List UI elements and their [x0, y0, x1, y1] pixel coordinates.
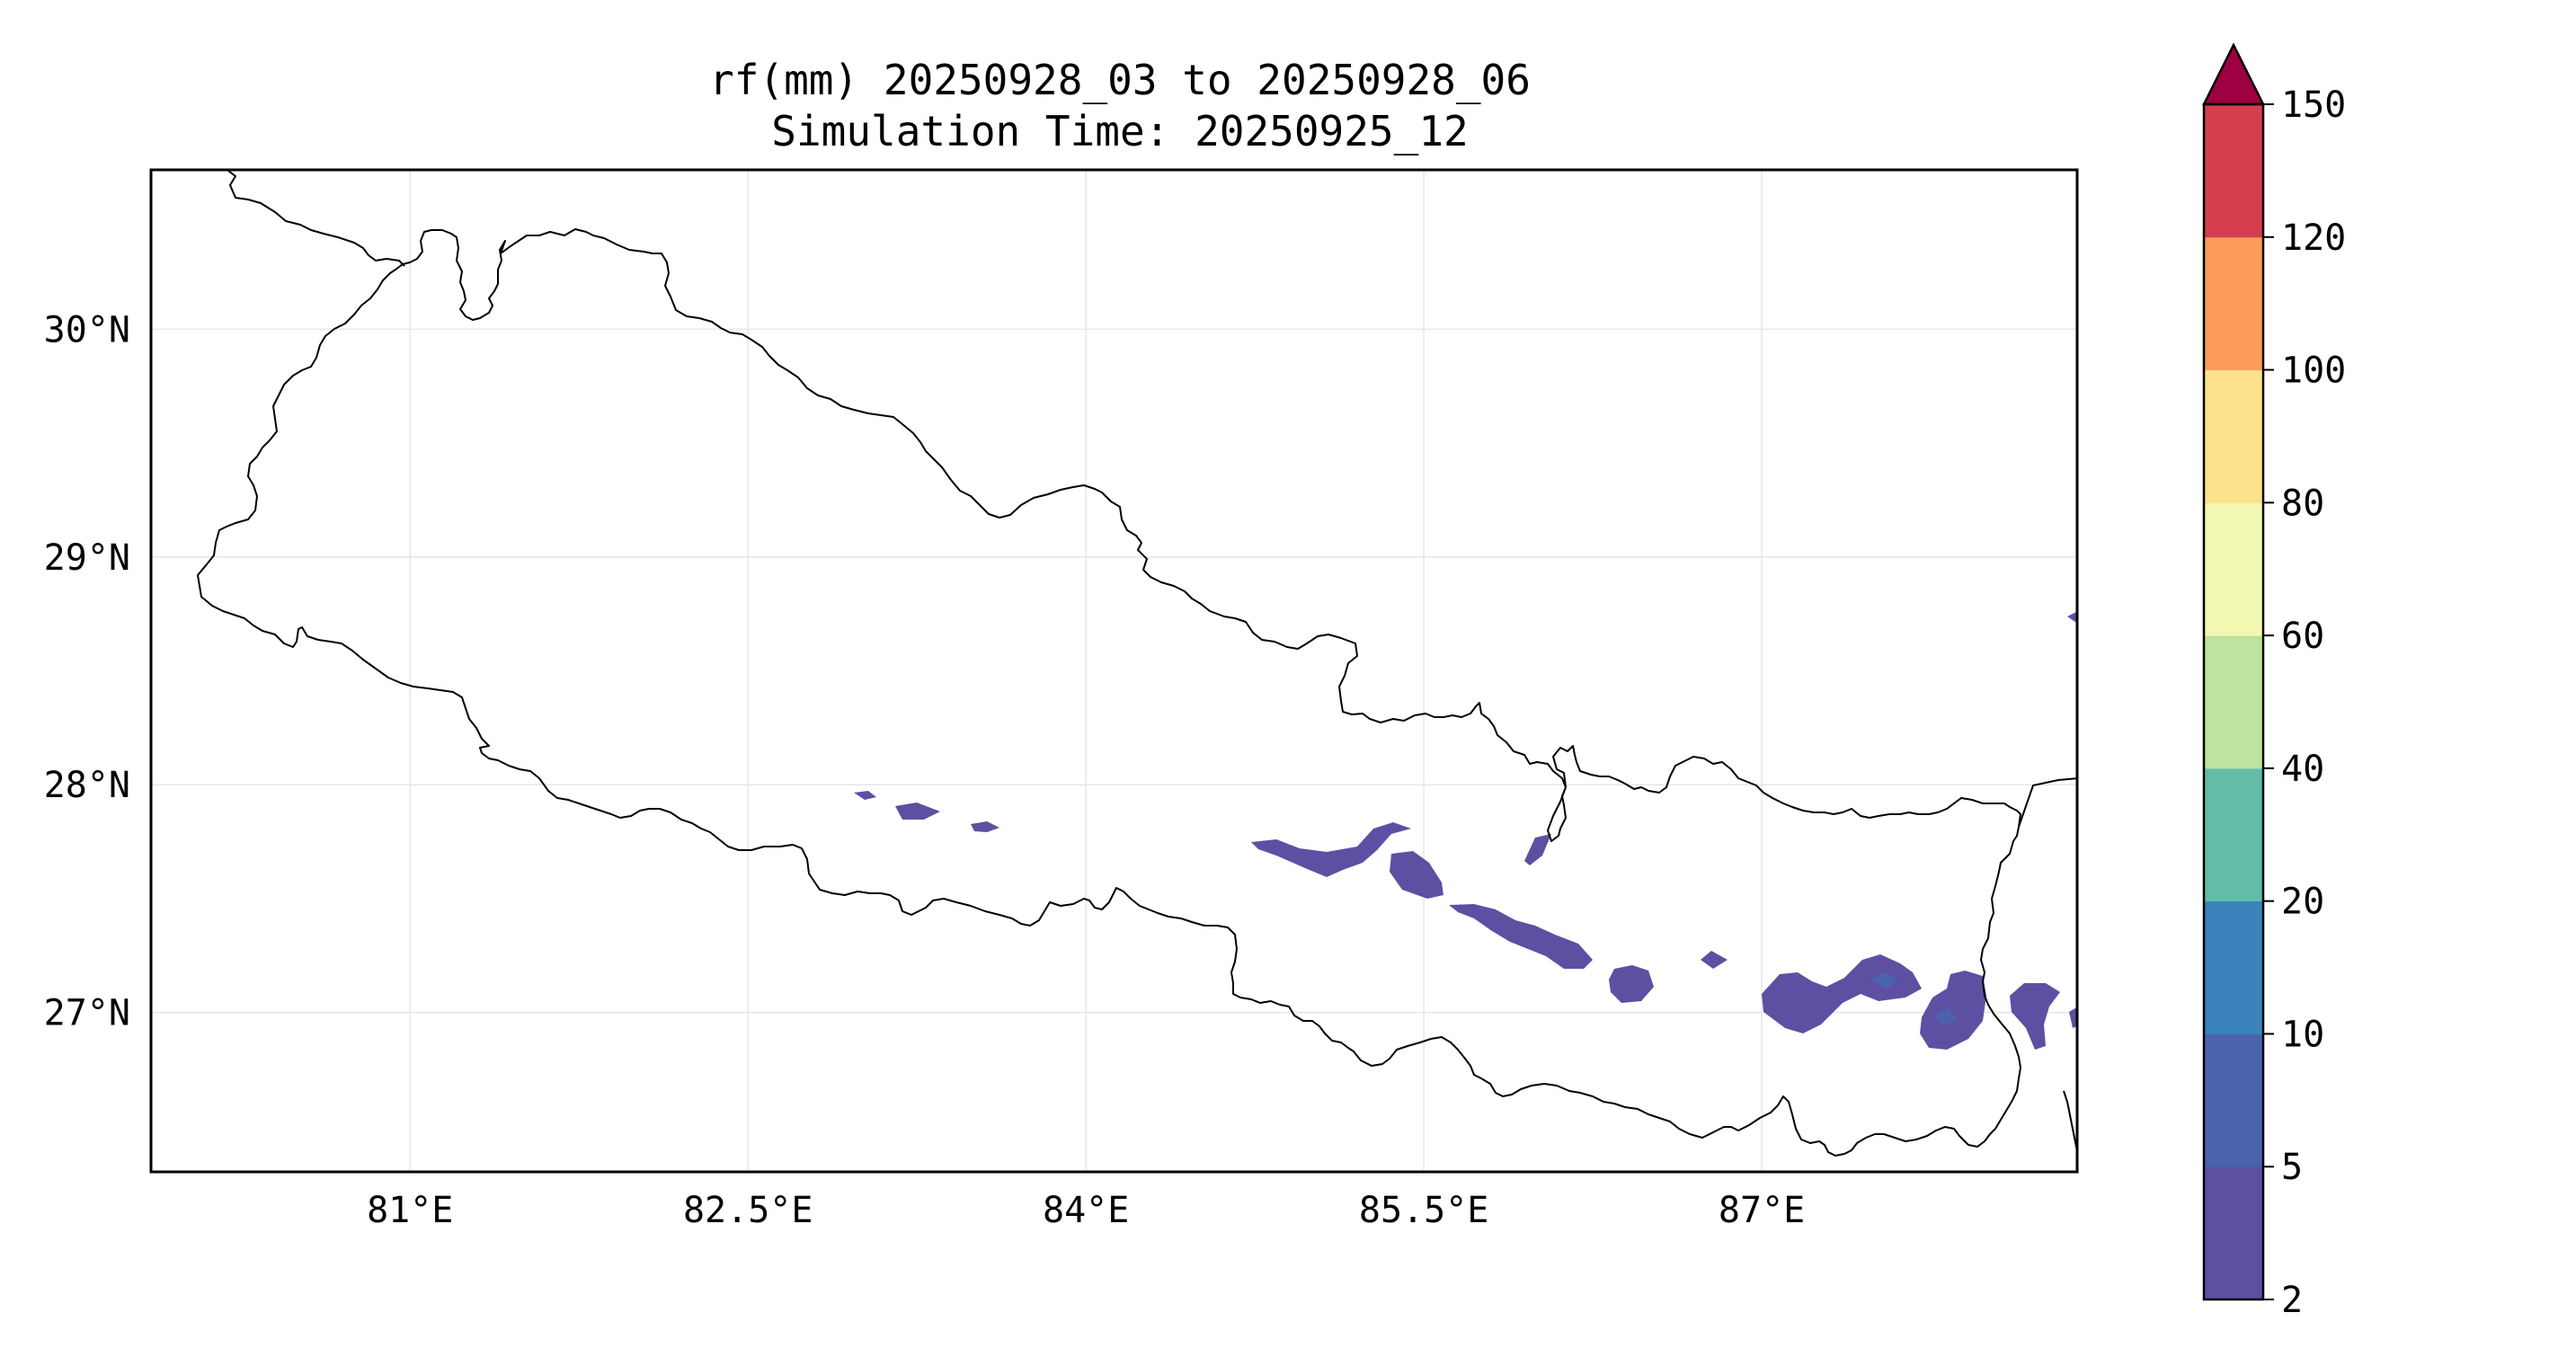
colorbar-segment — [2204, 635, 2263, 769]
colorbar-frame — [2202, 102, 2265, 1301]
colorbar-segment — [2204, 502, 2263, 636]
colorbar-segment — [2204, 104, 2263, 238]
rain-patch — [1609, 965, 1654, 1003]
rain-patch — [1251, 822, 1411, 877]
rainfall-patches — [854, 611, 2077, 1050]
lat-tick-label: 29°N — [44, 537, 130, 579]
country-borders — [197, 170, 2077, 1157]
gridlines — [151, 170, 2077, 1172]
rain-patch — [971, 821, 999, 832]
colorbar-tick-label: 40 — [2281, 749, 2324, 790]
colorbar-tick-label: 5 — [2281, 1147, 2303, 1188]
colorbar-tick-label: 20 — [2281, 882, 2324, 923]
colorbar-tick-label: 80 — [2281, 483, 2324, 524]
colorbar-segment — [2204, 900, 2263, 1034]
lat-tick-label: 30°N — [44, 309, 130, 350]
china-india-border-east — [2018, 777, 2077, 828]
longitude-ticks: 81°E 82.5°E 84°E 85.5°E 87°E — [367, 1190, 1805, 1231]
lon-tick-label: 85.5°E — [1359, 1190, 1489, 1231]
lon-tick-label: 82.5°E — [683, 1190, 813, 1231]
colorbar-tick-label: 10 — [2281, 1014, 2324, 1055]
map-panel — [149, 168, 2079, 1174]
colorbar-tick-label: 2 — [2281, 1280, 2303, 1321]
colorbar-tick-label: 60 — [2281, 616, 2324, 657]
lon-tick-label: 81°E — [367, 1190, 453, 1231]
lat-tick-label: 28°N — [44, 765, 130, 806]
rain-patch — [2010, 983, 2060, 1050]
rain-patch — [854, 791, 876, 800]
colorbar-segment — [2204, 1033, 2263, 1167]
rain-patch-inner — [1870, 972, 1898, 989]
rain-patch — [895, 803, 940, 820]
lat-tick-label: 27°N — [44, 993, 130, 1034]
rain-patch — [2067, 611, 2077, 624]
colorbar-tick-label: 120 — [2281, 217, 2346, 259]
rain-patch — [1701, 951, 1728, 969]
colorbar-segment — [2204, 767, 2263, 902]
rain-patch — [1449, 904, 1593, 969]
colorbar-segment — [2204, 1166, 2263, 1300]
latitude-ticks: 30°N 29°N 28°N 27°N — [44, 309, 130, 1033]
colorbar-extend-arrow — [2201, 42, 2266, 106]
rain-patch — [1390, 851, 1443, 899]
lon-tick-label: 87°E — [1719, 1190, 1805, 1231]
lon-tick-label: 84°E — [1043, 1190, 1129, 1231]
title-line-1: rf(mm) 20250928_03 to 20250928_06 — [709, 56, 1531, 104]
map-frame — [149, 168, 2079, 1174]
colorbar-tick-label: 150 — [2281, 84, 2346, 126]
rain-patch — [2069, 1007, 2077, 1028]
india-border-east — [2063, 1090, 2077, 1157]
colorbar-segment — [2204, 369, 2263, 503]
map-background — [151, 170, 2077, 1172]
nepal-border — [197, 228, 2021, 1157]
nepal-border-west — [227, 170, 405, 267]
title-line-2: Simulation Time: 20250925_12 — [771, 107, 1468, 155]
rain-patch — [1524, 834, 1551, 865]
rain-patch — [1920, 971, 1986, 1050]
colorbar: 2 5 10 20 40 60 80 100 120 150 — [2201, 42, 2346, 1321]
colorbar-segment — [2204, 236, 2263, 371]
rain-patch-inner — [1934, 1008, 1958, 1026]
colorbar-tick-label: 100 — [2281, 350, 2346, 392]
